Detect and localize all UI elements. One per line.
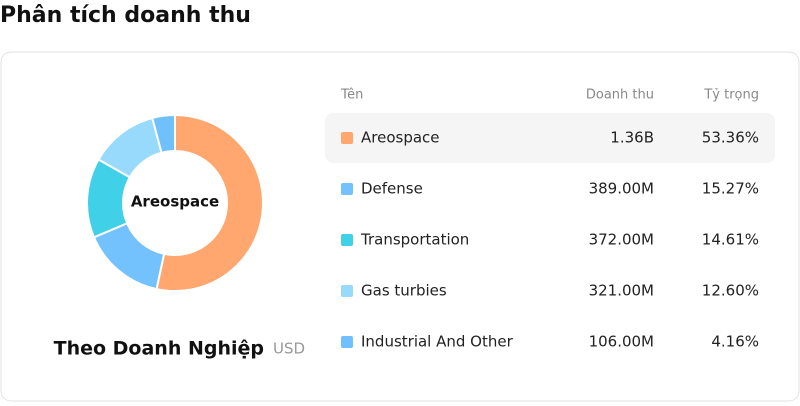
chart-subtitle: Theo Doanh Nghiệp — [54, 338, 264, 360]
row-name: Transportation — [360, 231, 469, 249]
row-revenue: 372.00M — [589, 231, 654, 249]
row-share: 53.36% — [702, 129, 759, 147]
row-highlight — [325, 113, 775, 163]
row-name: Areospace — [361, 129, 440, 147]
row-revenue: 321.00M — [589, 282, 654, 300]
donut-segment — [155, 113, 264, 292]
unit-label: USD — [273, 340, 305, 358]
row-revenue: 389.00M — [589, 180, 654, 198]
legend-swatch — [341, 234, 353, 246]
row-revenue: 106.00M — [589, 333, 654, 351]
legend-swatch — [341, 285, 353, 297]
legend-swatch — [341, 336, 353, 348]
row-name: Defense — [361, 180, 423, 198]
legend-swatch — [341, 132, 353, 144]
column-header: Tỷ trọng — [703, 88, 759, 103]
column-header: Tên — [340, 88, 363, 103]
row-share: 4.16% — [711, 333, 759, 351]
row-share: 15.27% — [702, 180, 759, 198]
row-revenue: 1.36B — [610, 129, 654, 147]
column-header: Doanh thu — [586, 88, 654, 103]
row-share: 12.60% — [702, 282, 759, 300]
legend-swatch — [341, 183, 353, 195]
row-share: 14.61% — [702, 231, 759, 249]
row-name: Industrial And Other — [361, 333, 514, 351]
row-name: Gas turbies — [361, 282, 447, 300]
donut-center-label: Areospace — [131, 193, 219, 211]
donut-segment — [151, 113, 176, 154]
page-title: Phân tích doanh thu — [0, 3, 251, 28]
